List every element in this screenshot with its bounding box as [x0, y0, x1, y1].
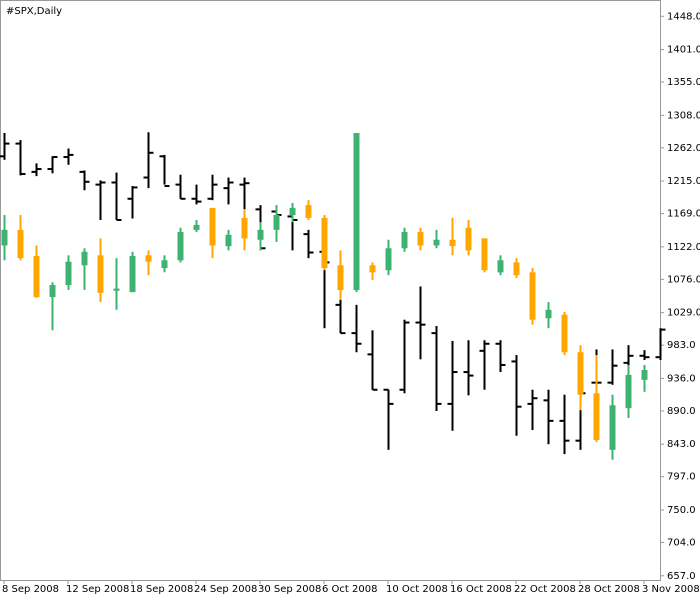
candle-body: [321, 217, 328, 269]
x-tick-label: 24 Sep 2008: [194, 584, 257, 595]
x-tick-label: 10 Oct 2008: [386, 584, 448, 595]
candle-body: [513, 262, 520, 276]
y-tick-label: 1029.0: [667, 308, 700, 319]
candle-body: [177, 232, 184, 261]
candle-body: [49, 285, 56, 298]
candle-body: [561, 314, 568, 353]
candle-body: [145, 255, 152, 262]
candle-body: [465, 227, 472, 251]
y-tick-label: 936.0: [667, 373, 696, 384]
candle-body: [273, 215, 280, 230]
candle-body: [529, 272, 536, 320]
candle-body: [433, 239, 440, 246]
x-tick-label: 16 Oct 2008: [450, 584, 512, 595]
y-tick-label: 1355.0: [667, 77, 700, 88]
x-tick-label: 8 Sep 2008: [2, 584, 59, 595]
candle-body: [225, 234, 232, 247]
candle-body: [161, 260, 168, 269]
candle-body: [481, 238, 488, 271]
x-tick-label: 18 Sep 2008: [130, 584, 193, 595]
candle-body: [625, 374, 632, 409]
x-tick-label: 28 Oct 2008: [578, 584, 640, 595]
candle-body: [449, 239, 456, 247]
candle-body: [1, 229, 8, 246]
x-tick-label: 22 Oct 2008: [514, 584, 576, 595]
candle-body: [209, 207, 216, 246]
y-tick-label: 1169.0: [667, 209, 700, 220]
y-tick-label: 750.0: [667, 505, 696, 516]
candle-body: [577, 352, 584, 395]
candle-body: [33, 256, 40, 298]
x-tick-label: 30 Sep 2008: [258, 584, 321, 595]
candle-body: [385, 248, 392, 271]
y-tick-label: 1122.0: [667, 242, 700, 253]
candle-body: [545, 309, 552, 319]
y-tick-label: 657.0: [667, 571, 696, 582]
x-tick-label: 3 Nov 2008: [642, 584, 700, 595]
candle-body: [497, 260, 504, 273]
y-tick-label: 983.0: [667, 340, 696, 351]
y-tick-label: 1308.0: [667, 110, 700, 121]
candle-body: [81, 251, 88, 266]
y-tick-label: 1262.0: [667, 143, 700, 154]
candle-body: [65, 261, 72, 286]
candle-body: [401, 232, 408, 249]
candle-body: [129, 256, 136, 293]
candle-body: [257, 229, 264, 240]
candle-body: [193, 224, 200, 230]
y-tick-label: 1215.0: [667, 176, 700, 187]
x-tick-label: 12 Sep 2008: [66, 584, 129, 595]
y-tick-label: 797.0: [667, 472, 696, 483]
candle-body: [97, 255, 104, 293]
y-tick-label: 890.0: [667, 406, 696, 417]
candle-body: [353, 132, 360, 290]
candle-body: [369, 265, 376, 273]
candle-body: [305, 205, 312, 218]
candle-body: [609, 405, 616, 450]
candle-body: [641, 369, 648, 380]
y-tick-label: 704.0: [667, 538, 696, 549]
x-tick-label: 6 Oct 2008: [322, 584, 377, 595]
candle-body: [337, 265, 344, 290]
candle-body: [593, 393, 600, 440]
chart-title: #SPX,Daily: [6, 6, 62, 17]
candle-body: [113, 288, 120, 291]
candle-body: [289, 207, 296, 216]
plot-frame: [0, 0, 661, 581]
y-tick-label: 843.0: [667, 439, 696, 450]
candle-body: [417, 232, 424, 246]
candle-body: [17, 229, 24, 259]
y-tick-label: 1448.0: [667, 11, 700, 22]
y-tick-label: 1401.0: [667, 45, 700, 56]
candle-body: [241, 217, 248, 239]
y-tick-label: 1076.0: [667, 274, 700, 285]
